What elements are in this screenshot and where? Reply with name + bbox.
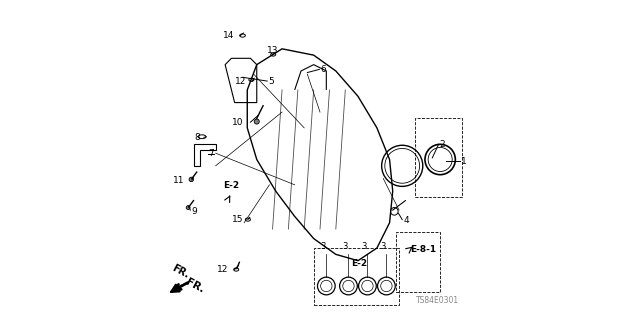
Text: 8: 8 [194, 133, 200, 142]
Bar [396, 232, 440, 292]
Circle shape [189, 177, 193, 182]
Text: FR.: FR. [184, 277, 206, 295]
Text: 3: 3 [362, 242, 367, 251]
Text: E-8-1: E-8-1 [410, 245, 436, 254]
Text: 5: 5 [268, 77, 274, 85]
Text: FR.: FR. [170, 263, 191, 280]
Text: 9: 9 [191, 206, 197, 216]
Text: 3: 3 [381, 242, 386, 251]
Text: 12: 12 [235, 77, 246, 85]
Text: 14: 14 [223, 31, 235, 40]
Text: 12: 12 [217, 265, 228, 274]
Circle shape [254, 119, 259, 124]
Text: TS84E0301: TS84E0301 [416, 296, 459, 305]
Text: E-2: E-2 [223, 181, 239, 190]
Text: 2: 2 [439, 140, 445, 149]
Text: 11: 11 [173, 175, 185, 185]
Text: 6: 6 [320, 65, 326, 74]
Text: 4: 4 [403, 216, 409, 225]
Text: 10: 10 [232, 118, 243, 127]
Bar [415, 118, 462, 197]
Text: 3: 3 [342, 242, 348, 251]
Text: 1: 1 [461, 157, 467, 166]
Circle shape [186, 206, 190, 210]
Text: 13: 13 [268, 46, 279, 55]
Text: 7: 7 [209, 149, 214, 158]
PathPatch shape [247, 49, 393, 261]
Text: 15: 15 [232, 215, 243, 224]
Text: 3: 3 [321, 242, 326, 251]
Bar [314, 248, 399, 305]
Text: E-2: E-2 [351, 259, 367, 268]
